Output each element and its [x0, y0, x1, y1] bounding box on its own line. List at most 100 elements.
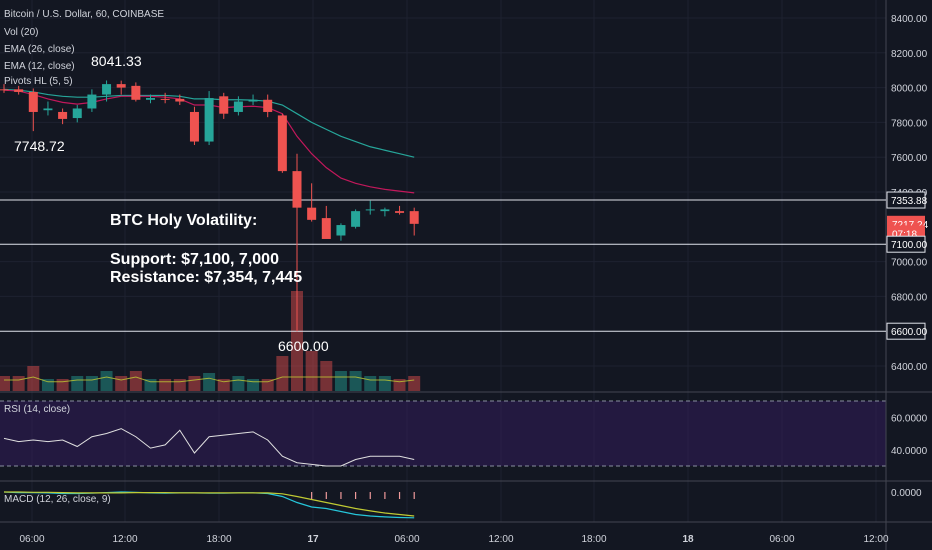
candle[interactable] — [365, 200, 375, 215]
price-tag-bg — [886, 235, 926, 253]
time-tick-label: 06:00 — [394, 534, 419, 545]
candle[interactable] — [175, 94, 185, 105]
candle[interactable] — [321, 205, 331, 239]
candle-body — [351, 211, 361, 227]
time-tick-label: 06:00 — [769, 534, 794, 545]
rsi-series — [3, 428, 415, 467]
time-tick-label: 17 — [307, 534, 319, 545]
volume-bar — [71, 376, 84, 391]
candle[interactable] — [14, 85, 24, 95]
price-tick-label: 6400.00 — [891, 362, 928, 373]
volume-bars — [0, 291, 421, 391]
time-tick-label: 12:00 — [863, 534, 888, 545]
candle[interactable] — [58, 108, 68, 125]
price-tick-label: 8000.00 — [891, 84, 928, 95]
indicator-ema12[interactable]: EMA (12, close) — [4, 61, 75, 72]
price-tag: 6600.00 — [886, 322, 928, 340]
candle-body — [87, 94, 97, 109]
rsi-band — [0, 400, 886, 467]
candle[interactable] — [277, 113, 287, 173]
candle[interactable] — [395, 205, 405, 215]
candle[interactable] — [72, 105, 82, 123]
candle[interactable] — [0, 84, 9, 93]
candle-body — [307, 207, 317, 220]
volume-bar — [129, 371, 142, 391]
volume-bar — [232, 376, 245, 391]
candle-body — [277, 115, 287, 172]
volume-bar — [100, 371, 113, 391]
pivot-low2-label: 6600.00 — [278, 338, 329, 354]
candle[interactable] — [131, 82, 141, 102]
candle[interactable] — [219, 92, 229, 119]
candle-body — [395, 211, 405, 213]
candle-body — [263, 99, 273, 112]
candle-body — [72, 108, 82, 119]
candle[interactable] — [87, 89, 97, 112]
candle[interactable] — [307, 183, 317, 222]
candles[interactable] — [0, 80, 419, 332]
price-tag-text: 07:18 — [892, 229, 917, 240]
candle[interactable] — [292, 153, 302, 332]
macd-tick-label: 0.0000 — [891, 488, 922, 499]
candle[interactable] — [248, 94, 258, 105]
time-axis[interactable]: 06:00 12:00 18:00 17 06:00 12:00 18:00 18 06:00 1… — [19, 534, 888, 545]
price-axis[interactable]: 8400.008200.008000.007800.007600.007400.… — [891, 14, 928, 499]
macd-signal-line — [4, 491, 415, 517]
volume-bar — [247, 379, 260, 391]
volume-bar — [217, 379, 230, 391]
time-tick-label: 18 — [682, 534, 694, 545]
volume-bar — [85, 376, 98, 391]
volume-bar — [27, 366, 40, 391]
candle[interactable] — [189, 106, 199, 146]
price-tag-bg — [886, 191, 926, 209]
candle[interactable] — [380, 207, 390, 217]
volume-bar — [12, 376, 25, 391]
volume-bar — [276, 356, 289, 391]
macd-label[interactable]: MACD (12, 26, close, 9) — [4, 494, 111, 505]
candle[interactable] — [351, 209, 361, 229]
macd-lines — [3, 491, 415, 519]
candle[interactable] — [204, 91, 214, 146]
candle[interactable] — [263, 94, 273, 118]
candle[interactable] — [102, 80, 112, 102]
candle-body — [380, 209, 390, 212]
price-tick-label: 7800.00 — [891, 118, 928, 129]
volume-bar — [0, 376, 10, 391]
pivot-high-label: 8041.33 — [91, 53, 142, 69]
candle[interactable] — [233, 96, 243, 116]
price-tick-label: 8200.00 — [891, 49, 928, 60]
candle-body — [14, 89, 24, 92]
candle-body — [102, 84, 112, 95]
candle[interactable] — [160, 92, 170, 104]
candle[interactable] — [146, 94, 155, 104]
candle-body — [233, 101, 243, 112]
candle-body — [146, 98, 155, 100]
rsi-tick-label: 60.0000 — [891, 413, 928, 424]
indicator-ema26[interactable]: EMA (26, close) — [4, 44, 75, 55]
price-tag-bg — [886, 322, 926, 340]
candle-body — [160, 98, 170, 100]
annotation-title: BTC Holy Volatility: — [110, 212, 257, 229]
volume-bar — [320, 361, 333, 391]
candle[interactable] — [409, 207, 419, 236]
rsi-band-fill — [0, 401, 886, 466]
candle-body — [189, 111, 199, 142]
price-tag-text: 7100.00 — [891, 240, 928, 251]
candle[interactable] — [43, 101, 53, 116]
price-tick-label: 6800.00 — [891, 292, 928, 303]
rsi-label[interactable]: RSI (14, close) — [4, 404, 70, 415]
volume-bar — [159, 379, 172, 391]
indicator-vol[interactable]: Vol (20) — [4, 27, 38, 38]
time-tick-label: 06:00 — [19, 534, 44, 545]
candle[interactable] — [336, 223, 346, 241]
candle[interactable] — [28, 88, 38, 132]
candle[interactable] — [116, 80, 126, 95]
price-tag-text: 7217.24 — [892, 220, 929, 231]
volume-bar — [364, 376, 377, 391]
annotation-resistance: Resistance: $7,354, 7,445 — [110, 269, 302, 286]
candle-body — [0, 89, 9, 91]
indicator-pivots[interactable]: Pivots HL (5, 5) — [4, 76, 73, 87]
volume-bar — [291, 291, 303, 391]
